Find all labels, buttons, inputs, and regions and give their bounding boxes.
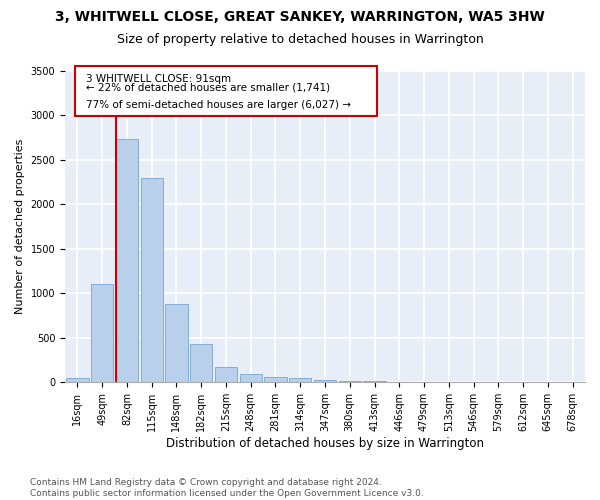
Bar [338, 380, 361, 382]
Bar [66, 378, 89, 382]
Bar [91, 284, 113, 382]
Bar [140, 178, 163, 382]
Text: 3, WHITWELL CLOSE, GREAT SANKEY, WARRINGTON, WA5 3HW: 3, WHITWELL CLOSE, GREAT SANKEY, WARRING… [55, 10, 545, 24]
Bar [265, 378, 287, 382]
Y-axis label: Number of detached properties: Number of detached properties [15, 139, 25, 314]
Bar [239, 374, 262, 382]
X-axis label: Distribution of detached houses by size in Warrington: Distribution of detached houses by size … [166, 437, 484, 450]
Bar [190, 344, 212, 383]
Bar [289, 378, 311, 382]
Text: 77% of semi-detached houses are larger (6,027) →: 77% of semi-detached houses are larger (… [86, 100, 351, 110]
Bar [314, 380, 336, 382]
Bar [215, 367, 237, 382]
Bar [116, 140, 138, 382]
Text: 3 WHITWELL CLOSE: 91sqm: 3 WHITWELL CLOSE: 91sqm [86, 74, 231, 84]
FancyBboxPatch shape [76, 66, 377, 116]
Bar [166, 304, 188, 382]
Text: Size of property relative to detached houses in Warrington: Size of property relative to detached ho… [116, 32, 484, 46]
Text: ← 22% of detached houses are smaller (1,741): ← 22% of detached houses are smaller (1,… [86, 83, 330, 93]
Text: Contains HM Land Registry data © Crown copyright and database right 2024.
Contai: Contains HM Land Registry data © Crown c… [30, 478, 424, 498]
